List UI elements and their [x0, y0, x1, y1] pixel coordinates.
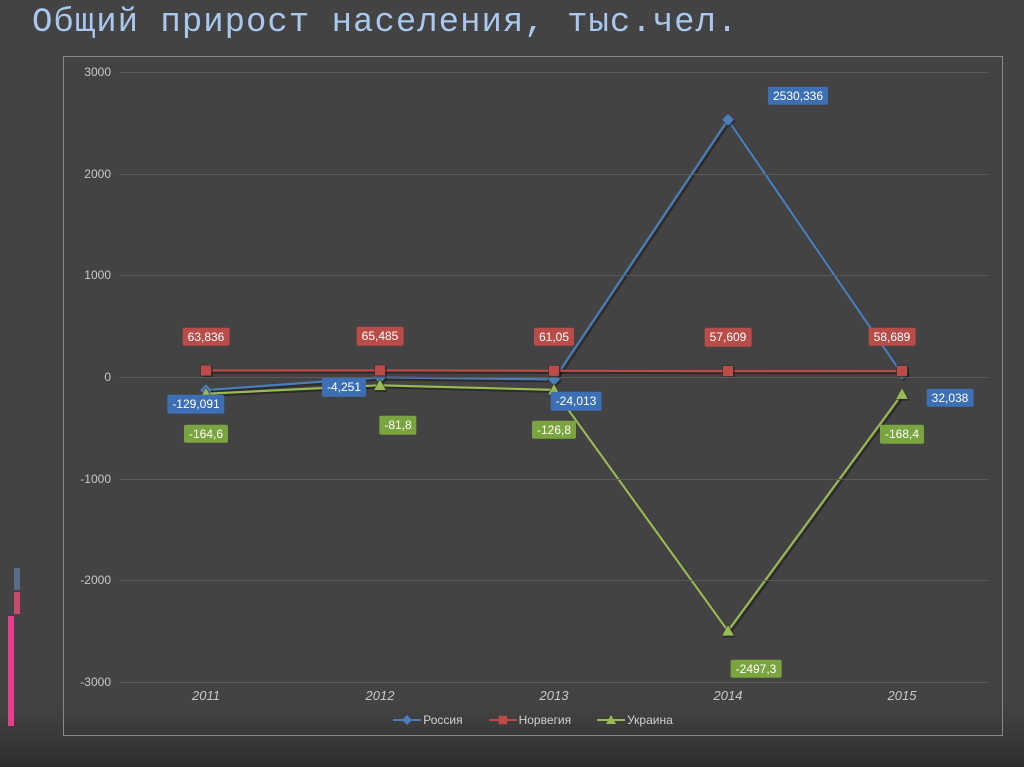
slide-title: Общий прирост населения, тыс.чел. — [32, 4, 738, 42]
data-label: 57,609 — [705, 328, 752, 346]
series-marker — [201, 365, 212, 376]
ytick-label: -2000 — [71, 573, 119, 587]
data-label: 63,836 — [183, 327, 230, 345]
ytick-label: 2000 — [71, 167, 119, 181]
data-label: -164,6 — [184, 425, 228, 443]
series-marker — [549, 365, 560, 376]
legend: Россия Норвегия Украина — [64, 713, 1002, 727]
ytick-label: -1000 — [71, 472, 119, 486]
ytick-label: 0 — [71, 370, 119, 384]
gridline — [119, 377, 989, 378]
data-label: 58,689 — [869, 328, 916, 346]
xtick-label: 2013 — [540, 682, 569, 703]
data-label: 65,485 — [357, 327, 404, 345]
data-label: -24,013 — [551, 392, 602, 410]
xtick-label: 2015 — [888, 682, 917, 703]
gridline — [119, 580, 989, 581]
xtick-label: 2011 — [192, 682, 220, 703]
slide-background: Общий прирост населения, тыс.чел. -3000 -… — [0, 0, 1024, 767]
data-label: -168,4 — [880, 425, 924, 443]
data-label: 2530,336 — [768, 87, 828, 105]
accent-bar — [14, 568, 20, 590]
data-label: -126,8 — [532, 421, 576, 439]
ytick-label: -3000 — [71, 675, 119, 689]
data-label: -129,091 — [167, 395, 224, 413]
data-label: -2497,3 — [731, 660, 782, 678]
series-marker — [375, 365, 386, 376]
series-marker — [723, 366, 734, 377]
accent-bar — [14, 592, 20, 614]
xtick-label: 2012 — [366, 682, 395, 703]
legend-label: Норвегия — [519, 713, 572, 727]
accent-bar — [8, 616, 14, 726]
ytick-label: 1000 — [71, 268, 119, 282]
plot-area: -3000-2000-10000100020003000201120122013… — [119, 72, 989, 682]
legend-item: Украина — [597, 713, 673, 727]
data-label: 61,05 — [534, 328, 574, 346]
gridline — [119, 479, 989, 480]
xtick-label: 2014 — [714, 682, 743, 703]
legend-label: Украина — [627, 713, 673, 727]
legend-item: Россия — [393, 713, 462, 727]
gridline — [119, 72, 989, 73]
series-line — [206, 120, 902, 390]
legend-item: Норвегия — [489, 713, 572, 727]
gridline — [119, 275, 989, 276]
legend-label: Россия — [423, 713, 462, 727]
data-label: -4,251 — [322, 378, 366, 396]
data-label: 32,038 — [927, 389, 974, 407]
data-label: -81,8 — [379, 416, 416, 434]
ytick-label: 3000 — [71, 65, 119, 79]
series-marker — [897, 366, 908, 377]
chart-area: -3000 -2000 -1000 0 1000 2000 3000 2011 2012 2013… — [63, 56, 1003, 736]
gridline — [119, 174, 989, 175]
series-marker — [896, 388, 909, 399]
